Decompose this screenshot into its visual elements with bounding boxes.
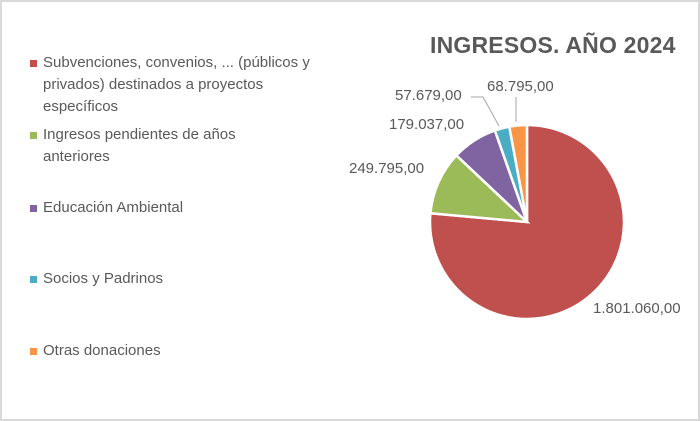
chart-title: INGRESOS. AÑO 2024 xyxy=(430,32,676,58)
data-label-educacion-ambiental: 179.037,00 xyxy=(389,116,465,133)
pie-slices xyxy=(428,123,626,321)
legend-swatch-orange xyxy=(30,348,37,355)
legend-label: Socios y Padrinos xyxy=(43,270,164,287)
legend-item-educacion-ambiental[interactable]: Educación Ambiental xyxy=(30,197,333,219)
legend-label: Subvenciones, convenios, ... (públicos y… xyxy=(43,54,310,115)
legend-swatch-red xyxy=(30,60,37,67)
data-label-socios-padrinos: 57.679,00 xyxy=(395,87,462,104)
legend-item-subvenciones[interactable]: Subvenciones, convenios, ... (públicos y… xyxy=(30,52,333,118)
legend-swatch-blue xyxy=(30,276,37,283)
legend-label: Ingresos pendientes de años anteriores xyxy=(43,126,236,165)
pie-slice-subvenciones[interactable] xyxy=(428,123,626,321)
legend-label: Educación Ambiental xyxy=(43,199,184,216)
legend-swatch-purple xyxy=(30,205,37,212)
leader-line-socios xyxy=(471,96,500,127)
pie-slice-otras-donaciones[interactable] xyxy=(507,123,529,223)
data-label-ingresos-pendientes: 249.795,00 xyxy=(349,160,425,177)
data-label-otras-donaciones: 68.795,00 xyxy=(487,78,554,95)
legend-item-otras-donaciones[interactable]: Otras donaciones xyxy=(30,340,333,362)
legend-swatch-green xyxy=(30,132,37,139)
data-label-subvenciones: 1.801.060,00 xyxy=(593,300,681,317)
legend-item-ingresos-pendientes[interactable]: Ingresos pendientes de años anteriores xyxy=(30,124,333,168)
legend-label: Otras donaciones xyxy=(43,342,161,359)
legend-item-socios-padrinos[interactable]: Socios y Padrinos xyxy=(30,268,333,290)
